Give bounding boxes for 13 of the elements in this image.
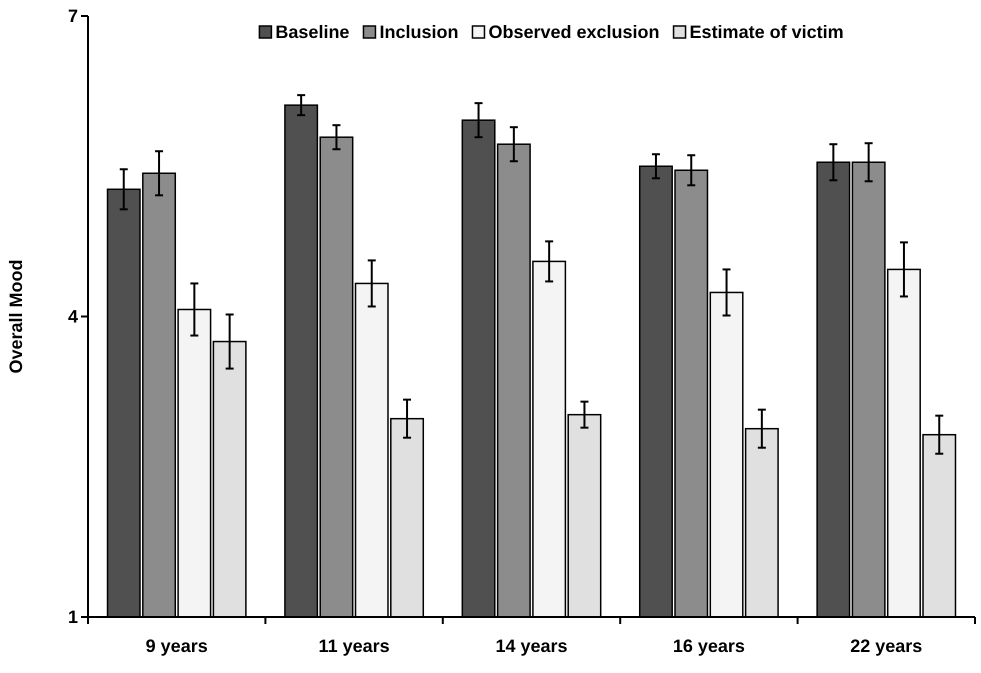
x-tick-label: 14 years	[495, 636, 568, 656]
y-axis-title: Overall Mood	[6, 259, 26, 374]
legend-label: Inclusion	[379, 22, 458, 42]
x-tick-label: 11 years	[318, 636, 390, 656]
legend-label: Estimate of victim	[690, 22, 844, 42]
x-tick-label: 16 years	[672, 636, 745, 656]
y-tick-label: 4	[68, 306, 78, 326]
y-tick-label: 1	[68, 606, 78, 627]
x-tick-label: 22 years	[850, 636, 922, 656]
legend-label: Observed exclusion	[488, 22, 660, 42]
x-tick-label: 9 years	[146, 636, 208, 656]
y-tick-label: 7	[68, 6, 78, 26]
legend-label: Baseline	[275, 22, 350, 42]
